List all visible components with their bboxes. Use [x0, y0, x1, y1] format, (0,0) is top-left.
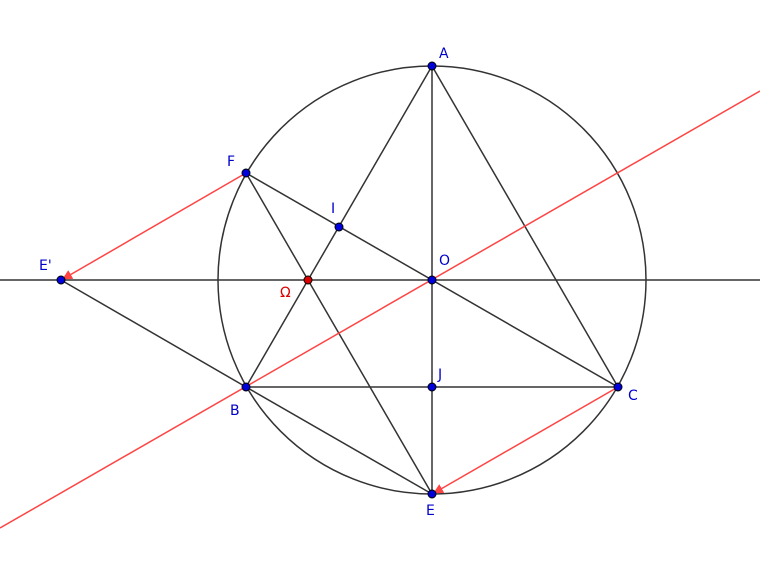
point [427, 275, 437, 285]
point-label: I [331, 201, 335, 217]
segment-e-prime-b [60, 279, 247, 388]
point-label: O [439, 253, 450, 269]
point-label: E [426, 503, 435, 519]
point [334, 222, 344, 232]
point-label: C [628, 388, 638, 404]
point-label: J [437, 367, 442, 383]
point [241, 382, 251, 392]
point [427, 489, 437, 499]
segment-be [245, 386, 433, 495]
point [241, 168, 251, 178]
point-label: E' [39, 258, 52, 274]
point-label: B [230, 403, 240, 419]
vector-f-e-prime [62, 172, 247, 280]
point [613, 382, 623, 392]
vector-c-e [433, 386, 619, 494]
point [427, 382, 437, 392]
point-label: A [439, 46, 449, 62]
point [303, 275, 313, 285]
point-label: Ω [280, 285, 291, 301]
point [56, 275, 66, 285]
point-label: F [227, 154, 235, 170]
red-line [0, 90, 760, 529]
point [427, 61, 437, 71]
